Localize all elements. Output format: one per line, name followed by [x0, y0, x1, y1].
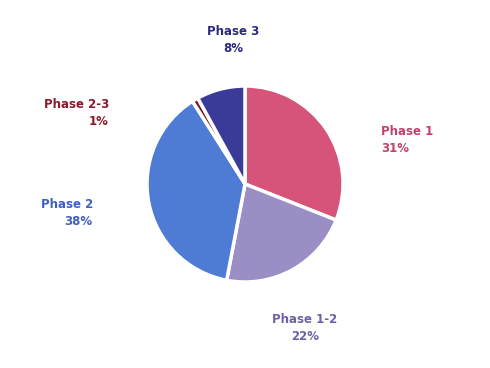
- Wedge shape: [193, 98, 245, 184]
- Text: Phase 1-2
22%: Phase 1-2 22%: [272, 313, 338, 343]
- Wedge shape: [147, 101, 245, 280]
- Text: Phase 2
38%: Phase 2 38%: [41, 198, 93, 228]
- Wedge shape: [245, 86, 343, 220]
- Text: Phase 1
31%: Phase 1 31%: [381, 125, 433, 155]
- Wedge shape: [198, 86, 245, 184]
- Wedge shape: [227, 184, 336, 282]
- Text: Phase 3
8%: Phase 3 8%: [207, 25, 260, 55]
- Text: Phase 2-3
1%: Phase 2-3 1%: [44, 98, 109, 127]
